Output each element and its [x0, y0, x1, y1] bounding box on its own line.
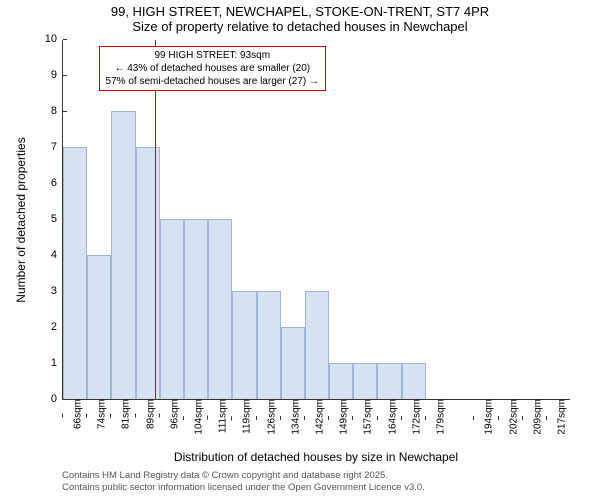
y-axis-label: Number of detached properties — [14, 137, 28, 302]
annotation-box: 99 HIGH STREET: 93sqm← 43% of detached h… — [99, 46, 326, 91]
y-tick: 5 — [51, 213, 63, 225]
chart-title-1: 99, HIGH STREET, NEWCHAPEL, STOKE-ON-TRE… — [0, 0, 600, 19]
histogram-bar — [232, 291, 256, 399]
x-tick: 179sqm — [429, 399, 446, 435]
histogram-bar — [353, 363, 377, 399]
histogram-bar — [377, 363, 401, 399]
plot-area: 01234567891066sqm74sqm81sqm89sqm96sqm104… — [62, 40, 570, 400]
annotation-line-1: 99 HIGH STREET: 93sqm — [106, 49, 319, 62]
y-tick: 0 — [51, 393, 63, 405]
y-tick: 4 — [51, 249, 63, 261]
x-tick: 134sqm — [284, 399, 301, 435]
footer-attribution: Contains HM Land Registry data © Crown c… — [62, 470, 425, 495]
x-tick: 81sqm — [115, 399, 132, 429]
x-tick: 149sqm — [333, 399, 350, 435]
annotation-line-2: ← 43% of detached houses are smaller (20… — [106, 62, 319, 75]
x-tick: 111sqm — [212, 399, 229, 433]
histogram-bar — [257, 291, 281, 399]
y-tick: 8 — [51, 105, 63, 117]
y-tick: 1 — [51, 357, 63, 369]
histogram-bar — [111, 111, 135, 399]
footer-line-2: Contains public sector information licen… — [62, 482, 425, 494]
reference-line — [155, 40, 157, 399]
x-tick: 194sqm — [478, 399, 495, 435]
histogram-bar — [208, 219, 232, 399]
annotation-line-3: 57% of semi-detached houses are larger (… — [106, 75, 319, 88]
y-tick: 6 — [51, 177, 63, 189]
histogram-bar — [160, 219, 184, 399]
x-axis-label: Distribution of detached houses by size … — [62, 450, 570, 464]
x-tick: 202sqm — [502, 399, 519, 435]
x-tick: 74sqm — [91, 399, 108, 429]
histogram-bar — [281, 327, 305, 399]
y-tick: 10 — [45, 33, 63, 45]
histogram-bar — [402, 363, 426, 399]
x-tick: 96sqm — [163, 399, 180, 429]
x-tick: 142sqm — [309, 399, 326, 435]
histogram-bar — [63, 147, 87, 399]
chart-title-2: Size of property relative to detached ho… — [0, 19, 600, 34]
histogram-bar — [87, 255, 111, 399]
y-tick: 9 — [51, 69, 63, 81]
x-tick: 126sqm — [260, 399, 277, 435]
y-tick: 7 — [51, 141, 63, 153]
x-tick: 164sqm — [381, 399, 398, 435]
x-tick: 172sqm — [405, 399, 422, 435]
x-tick: 119sqm — [236, 399, 253, 434]
footer-line-1: Contains HM Land Registry data © Crown c… — [62, 470, 425, 482]
y-tick: 3 — [51, 285, 63, 297]
histogram-bar — [305, 291, 329, 399]
x-tick: 66sqm — [67, 399, 84, 429]
y-tick: 2 — [51, 321, 63, 333]
x-tick: 209sqm — [526, 399, 543, 435]
x-tick: 89sqm — [139, 399, 156, 429]
x-tick: 217sqm — [550, 399, 567, 435]
x-tick: 157sqm — [357, 399, 374, 435]
histogram-bar — [329, 363, 353, 399]
histogram-bar — [184, 219, 208, 399]
x-tick: 104sqm — [188, 399, 205, 435]
